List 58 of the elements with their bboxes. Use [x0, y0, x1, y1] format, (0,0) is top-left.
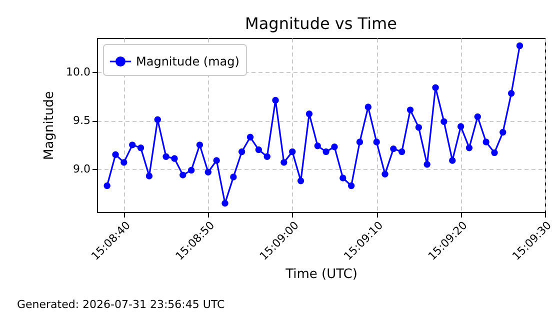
point: [449, 157, 456, 164]
point: [264, 153, 270, 160]
point: [457, 123, 464, 130]
point: [382, 170, 388, 178]
point: [415, 124, 422, 131]
legend-label: Magnitude (mag): [136, 54, 240, 68]
point: [364, 104, 372, 110]
point: [491, 149, 498, 156]
point: [162, 153, 170, 160]
y-axis-title: Magnitude: [42, 91, 58, 160]
point: [180, 172, 186, 178]
point: [314, 142, 321, 150]
point: [356, 138, 364, 146]
point: [297, 178, 304, 184]
point: [104, 182, 110, 190]
point: [272, 96, 279, 104]
point: [204, 168, 212, 176]
y-tick-label: 10.0: [66, 66, 90, 79]
point: [331, 144, 338, 150]
point: [188, 166, 195, 174]
point: [246, 134, 254, 140]
y-tick-label: 9.5: [73, 114, 90, 128]
point: [340, 174, 346, 182]
point: [171, 155, 178, 162]
point: [213, 157, 220, 164]
point: [196, 142, 204, 148]
point: [398, 148, 406, 156]
point: [348, 182, 355, 190]
point: [128, 142, 136, 148]
text: Generated: 2026-07-31 23:56:45 UTC: [17, 298, 225, 311]
point: [120, 159, 128, 166]
point: [373, 138, 380, 146]
x-axis-title: Time (UTC): [284, 267, 358, 282]
point: [154, 116, 161, 123]
point: [424, 161, 430, 168]
point: [146, 172, 153, 180]
point: [137, 144, 144, 152]
point: [482, 138, 490, 146]
point: [322, 148, 330, 156]
y-tick-label: 9.0: [73, 162, 90, 176]
point: [390, 145, 397, 152]
chart-title: Magnitude vs Time: [245, 14, 397, 33]
point: [508, 90, 515, 97]
point: [516, 42, 524, 50]
point: [440, 118, 448, 125]
point: [255, 146, 262, 154]
point: [466, 144, 473, 152]
point: [289, 148, 296, 156]
point: [432, 84, 439, 91]
point: [280, 159, 288, 166]
point: [306, 110, 313, 118]
point: [112, 151, 119, 158]
point: [406, 106, 414, 114]
point: [230, 174, 237, 180]
point: [500, 128, 506, 136]
point: [238, 148, 246, 156]
point: [222, 200, 228, 207]
point: [474, 113, 481, 120]
